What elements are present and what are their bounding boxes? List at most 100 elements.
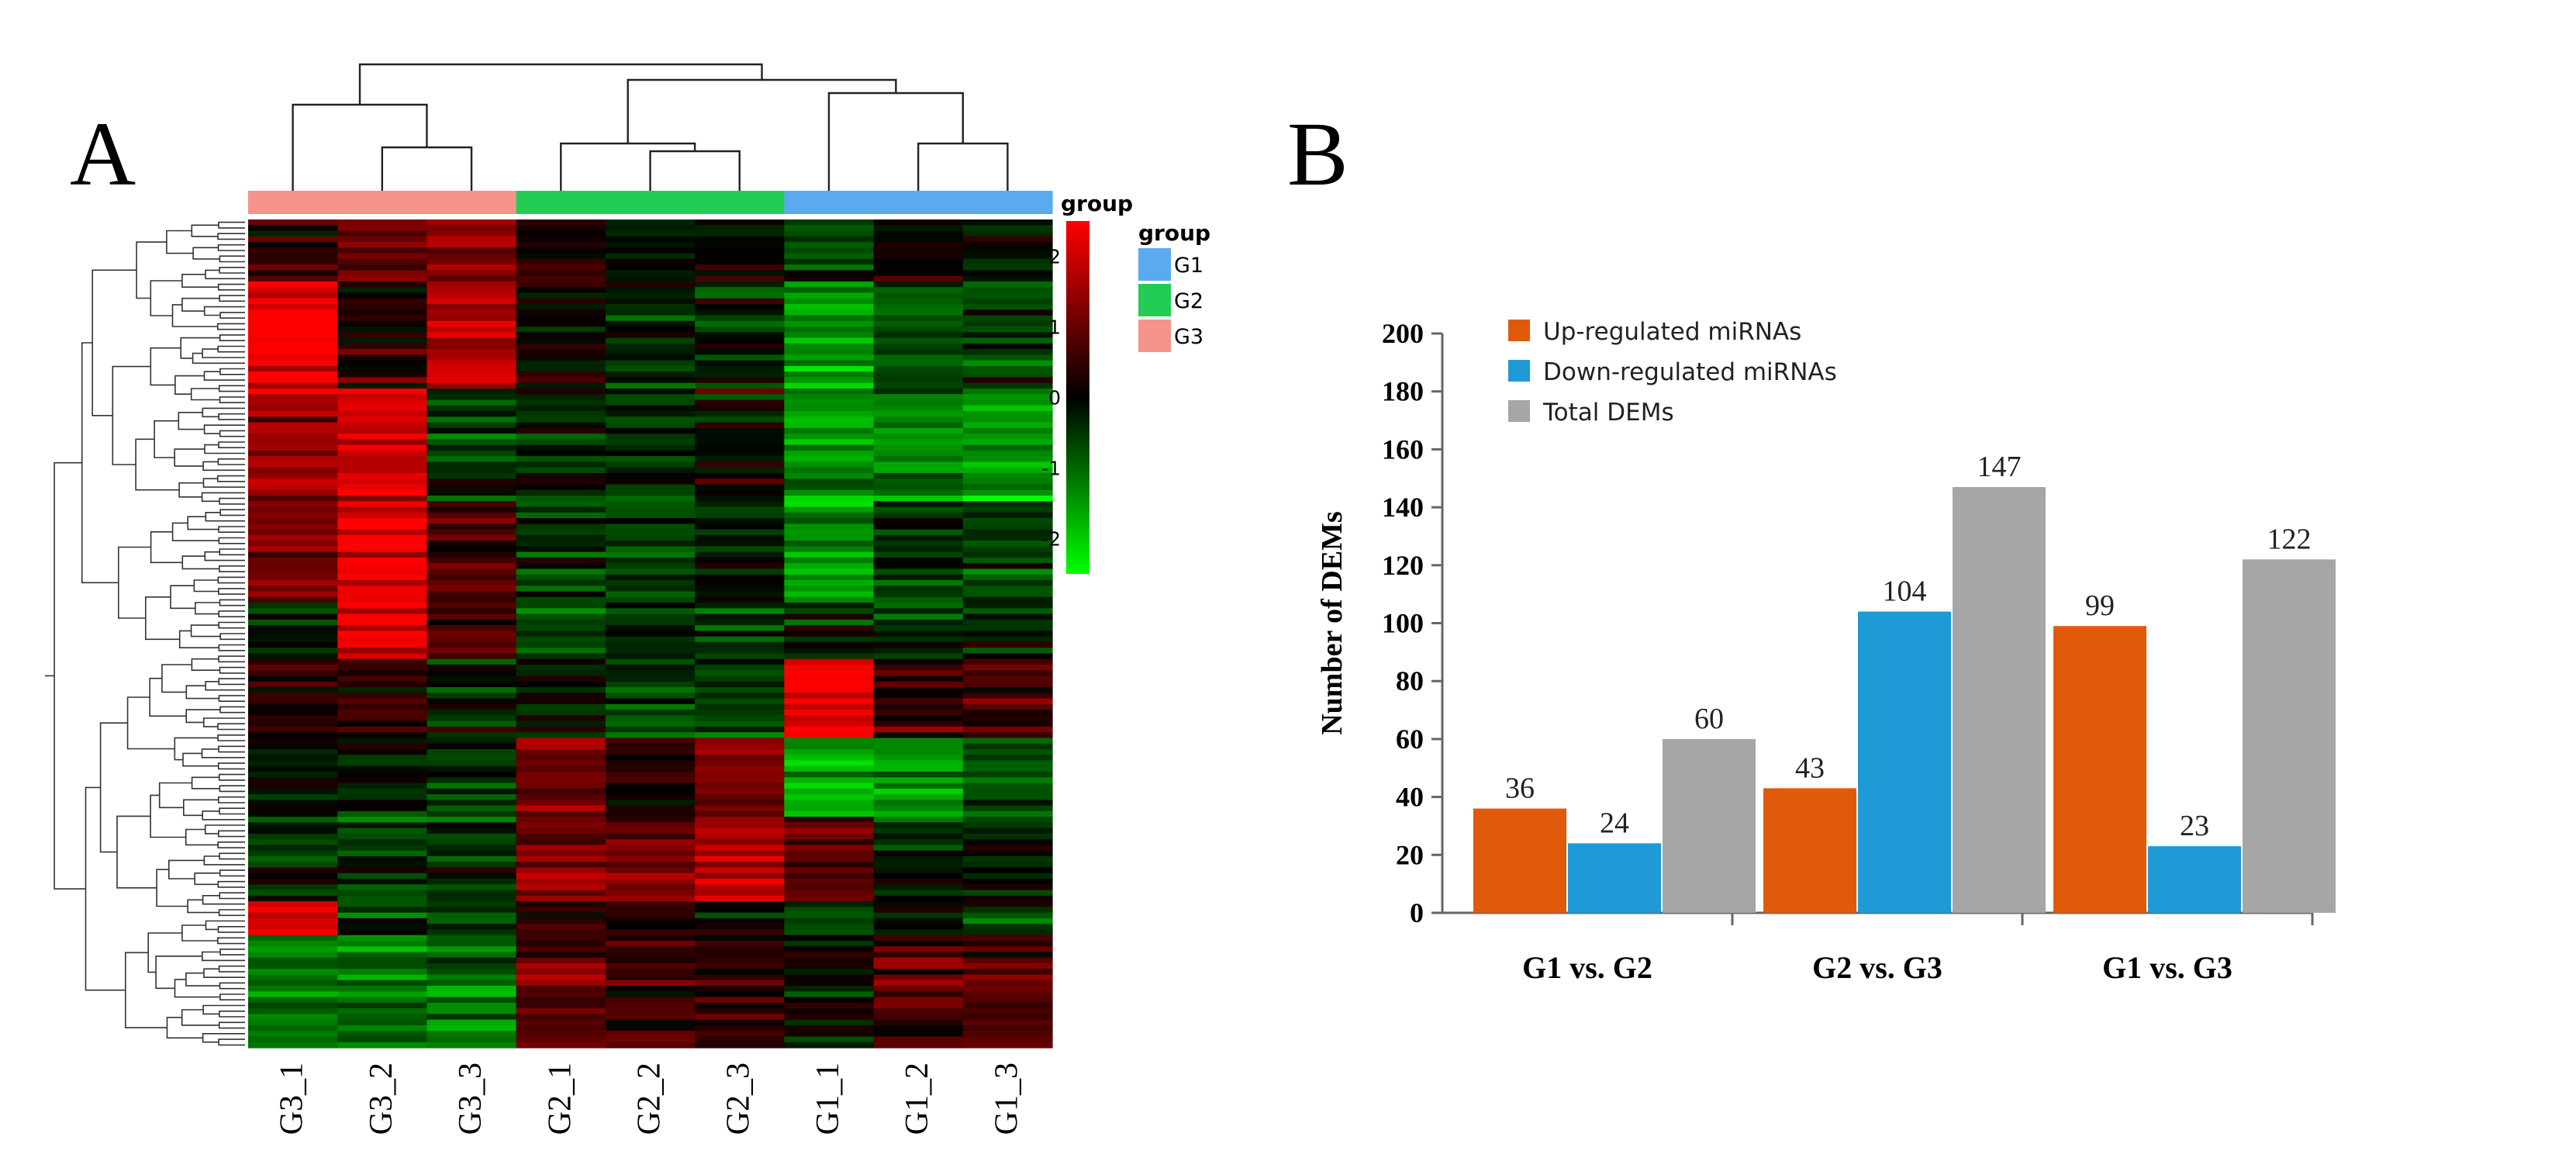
heatmap-cell	[516, 427, 606, 434]
heatmap-cell	[337, 969, 428, 976]
heatmap-cell	[337, 258, 428, 265]
y-axis-title: Number of DEMs	[1316, 511, 1348, 735]
group-legend-swatch	[1138, 248, 1171, 281]
heatmap-cell	[337, 641, 428, 648]
heatmap-cell	[962, 315, 1053, 322]
heatmap-cell	[426, 986, 517, 992]
heatmap-cell	[516, 743, 606, 750]
heatmap-cell	[605, 946, 696, 953]
heatmap-cell	[962, 946, 1053, 953]
heatmap-cell	[426, 557, 517, 564]
heatmap-cell	[337, 986, 428, 992]
heatmap-cell	[605, 619, 696, 626]
heatmap-cell	[695, 388, 785, 395]
heatmap-cell	[337, 518, 428, 524]
heatmap-cell	[248, 653, 338, 660]
heatmap-cell	[784, 855, 875, 862]
heatmap-cell	[248, 698, 338, 705]
heatmap-cell	[516, 974, 606, 981]
heatmap-cell	[784, 219, 875, 226]
heatmap-cell	[426, 783, 517, 790]
heatmap-cell	[962, 343, 1053, 350]
heatmap-cell	[784, 986, 875, 992]
heatmap-cell	[426, 365, 517, 372]
heatmap-cell	[337, 253, 428, 260]
heatmap-cell	[248, 625, 338, 631]
heatmap-cell	[873, 479, 964, 485]
heatmap-cell	[962, 320, 1053, 327]
heatmap-cell	[248, 855, 338, 862]
heatmap-cell	[962, 225, 1053, 232]
heatmap-cell	[426, 479, 517, 485]
heatmap-cell	[248, 946, 338, 953]
heatmap-cell	[426, 518, 517, 524]
heatmap-cell	[695, 337, 785, 344]
heatmap-cell	[516, 563, 606, 570]
heatmap-cell	[962, 416, 1053, 423]
heatmap-cell	[873, 287, 964, 294]
heatmap-cell	[873, 236, 964, 243]
heatmap-cell	[873, 839, 964, 846]
heatmap-cell	[873, 641, 964, 648]
heatmap-cell	[248, 298, 338, 305]
heatmap-cell	[784, 472, 875, 479]
heatmap-cell	[605, 219, 696, 226]
legend-swatch	[1508, 320, 1530, 341]
heatmap-cell	[248, 371, 338, 378]
heatmap-cell	[426, 946, 517, 953]
heatmap-cell	[695, 619, 785, 626]
heatmap-cell	[248, 496, 338, 502]
heatmap-cell	[605, 1036, 696, 1043]
heatmap-cell	[962, 963, 1053, 969]
heatmap-cell	[962, 862, 1053, 869]
heatmap-cell	[784, 862, 875, 869]
heatmap-cell	[605, 720, 696, 727]
heatmap-cell	[873, 862, 964, 869]
heatmap-cell	[337, 354, 428, 361]
heatmap-cell	[695, 541, 785, 547]
heatmap-cell	[784, 912, 875, 919]
heatmap-cell	[873, 541, 964, 547]
heatmap-cell	[605, 912, 696, 919]
heatmap-cell	[873, 946, 964, 953]
heatmap-cell	[426, 1019, 517, 1026]
heatmap-cell	[426, 551, 517, 558]
heatmap-cell	[337, 456, 428, 463]
heatmap-cell	[873, 427, 964, 434]
heatmap-cell	[248, 817, 338, 823]
heatmap-cell	[426, 422, 517, 429]
heatmap-cell	[605, 1025, 696, 1031]
heatmap-cell	[873, 777, 964, 784]
heatmap-cell	[248, 512, 338, 519]
heatmap-cell	[784, 641, 875, 648]
heatmap-cell	[516, 309, 606, 316]
heatmap-cell	[248, 772, 338, 778]
heatmap-cell	[248, 568, 338, 575]
heatmap-cell	[248, 997, 338, 1004]
heatmap-cell	[962, 586, 1053, 593]
heatmap-cell	[784, 512, 875, 519]
heatmap-cell	[962, 772, 1053, 778]
heatmap-cell	[516, 518, 606, 524]
heatmap-cell	[605, 523, 696, 530]
heatmap-cell	[695, 817, 785, 823]
heatmap-cell	[426, 619, 517, 626]
heatmap-cell	[516, 360, 606, 367]
heatmap-cell	[516, 935, 606, 942]
heatmap-cell	[962, 991, 1053, 998]
heatmap-cell	[695, 946, 785, 953]
heatmap-cell	[962, 1036, 1053, 1043]
heatmap-cell	[426, 738, 517, 745]
heatmap-cell	[516, 670, 606, 677]
heatmap-cell	[516, 760, 606, 767]
heatmap-cell	[516, 506, 606, 513]
heatmap-cell	[337, 901, 428, 907]
heatmap-cell	[784, 884, 875, 891]
heatmap-cell	[695, 343, 785, 350]
heatmap-cell	[784, 924, 875, 931]
heatmap-cell	[962, 253, 1053, 260]
sample-label: G3_1	[275, 1063, 310, 1135]
heatmap-cell	[695, 467, 785, 474]
heatmap-cell	[784, 242, 875, 248]
heatmap-cell	[605, 800, 696, 807]
